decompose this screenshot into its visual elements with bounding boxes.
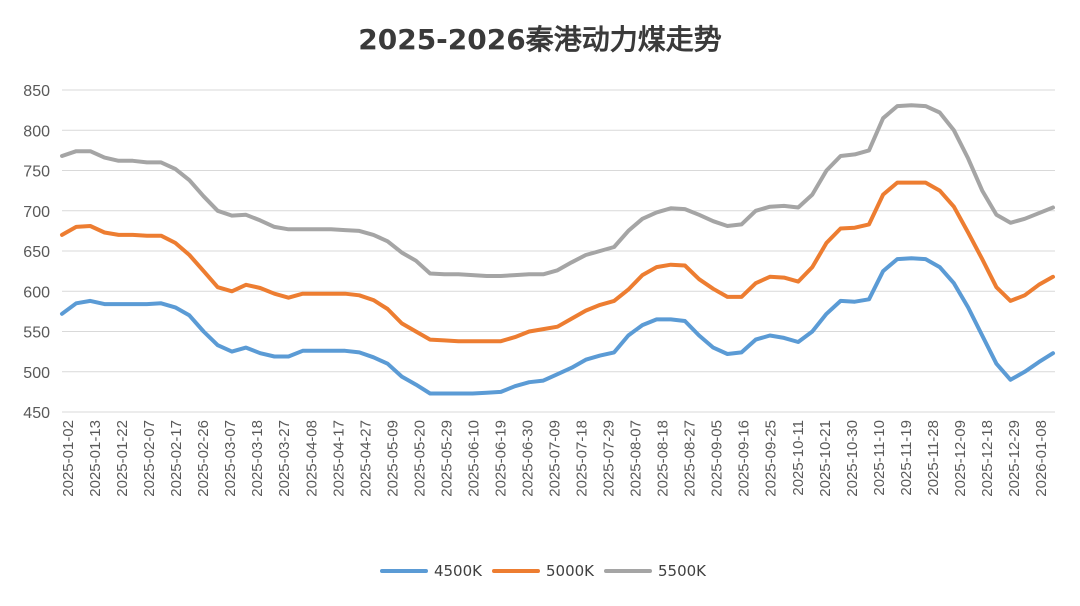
x-tick-label: 2025-03-07 [222,420,239,497]
x-tick-label: 2025-03-27 [276,420,293,497]
x-tick-label: 2025-11-28 [925,420,942,496]
chart-title: 2025-2026秦港动力煤走势 [358,23,722,56]
x-tick-label: 2025-08-07 [628,420,645,497]
legend-item-4500k: 4500K [379,562,482,580]
x-tick-label: 2025-12-18 [979,420,996,497]
x-tick-label: 2025-05-20 [411,420,428,497]
x-tick-label: 2025-09-05 [709,420,726,497]
x-tick-label: 2025-12-29 [1006,420,1023,497]
series-line-5500k [60,103,1055,278]
x-tick-label: 2025-08-18 [655,420,672,497]
y-tick-label: 550 [23,325,50,342]
legend: 4500K 5000K 5500K [0,562,1080,580]
x-tick-label: 2025-02-26 [195,420,212,497]
x-tick-label: 2025-03-18 [249,420,266,497]
x-tick-label: 2025-05-09 [384,420,401,497]
x-tick-label: 2025-09-25 [763,420,780,497]
y-tick-label: 650 [23,244,50,261]
y-tick-label: 800 [23,123,50,140]
x-tick-label: 2025-06-10 [465,420,482,497]
legend-item-5000k: 5000K [491,562,594,580]
x-tick-label: 2025-01-13 [87,420,104,497]
x-tick-label: 2025-04-17 [330,420,347,497]
x-tick-label: 2025-07-29 [601,420,618,497]
x-tick-label: 2025-05-29 [438,420,455,497]
y-tick-label: 500 [23,365,50,382]
legend-item-5500k: 5500K [604,562,706,580]
x-tick-label: 2025-08-27 [682,420,699,497]
series-line-4500k [60,256,1055,396]
x-tick-label: 2025-11-19 [898,420,915,496]
x-tick-label: 2025-12-09 [952,420,969,497]
x-tick-label: 2025-11-10 [871,420,888,496]
x-tick-label: 2025-02-17 [168,420,185,497]
y-axis-ticks: 450 500 550 600 650 700 750 800 850 [23,83,50,422]
gridlines [62,89,1055,413]
x-tick-label: 2025-01-02 [60,420,77,497]
y-tick-label: 750 [23,164,50,181]
legend-label-5000k: 5000K [545,562,594,580]
x-tick-label: 2025-09-16 [736,420,753,497]
y-tick-label: 450 [23,405,50,422]
y-tick-label: 700 [23,204,50,221]
x-axis-ticks: 2025-01-02 2025-01-13 2025-01-22 2025-02-07… [60,420,1050,497]
x-tick-label: 2025-04-08 [303,420,320,497]
legend-label-4500k: 4500K [433,562,482,580]
x-tick-label: 2025-01-22 [114,420,131,497]
legend-swatch-4500k [379,569,428,573]
y-tick-label: 850 [23,83,50,100]
x-tick-label: 2025-10-11 [790,420,807,496]
x-tick-label: 2025-06-19 [492,420,509,497]
x-tick-label: 2025-07-18 [574,420,591,497]
x-tick-label: 2025-10-30 [844,420,861,497]
x-tick-label: 2025-06-30 [519,420,536,497]
legend-swatch-5500k [604,569,652,573]
legend-swatch-5000k [491,569,540,573]
y-tick-label: 600 [23,284,50,301]
x-tick-label: 2025-04-27 [357,420,374,497]
x-tick-label: 2026-01-08 [1033,420,1050,497]
series-lines [60,103,1055,396]
legend-label-5500k: 5500K [658,562,707,580]
x-tick-label: 2025-02-07 [141,420,158,497]
x-tick-label: 2025-10-21 [817,420,834,497]
x-tick-label: 2025-07-09 [547,420,564,497]
series-line-5000k [60,180,1055,344]
